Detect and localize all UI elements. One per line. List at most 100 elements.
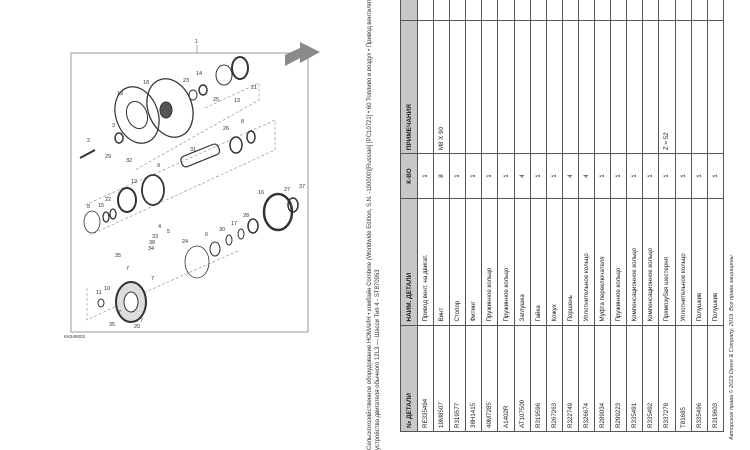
callout: 38 [149, 240, 155, 246]
cell-extra [675, 0, 692, 21]
cell-notes [691, 20, 708, 154]
cell-name: Пружинное кольцо [481, 198, 498, 326]
diagram-frame [70, 52, 309, 333]
callout: 25 [213, 97, 219, 103]
cell-part-no: R335496 [691, 325, 708, 432]
table-row[interactable]: R289034 Муфта переключателя 1 [594, 0, 611, 432]
parts-table: № ДЕТАЛИ НАИМ. ДЕТАЛИ К-ВО ПРИМЕЧАНИЯ RE… [400, 0, 724, 432]
table-row[interactable]: 38H1415 Фитинг 1 [465, 0, 482, 432]
callout: 20 [134, 324, 140, 330]
cell-name: Уплотнительное кольцо [578, 198, 595, 326]
cell-qty: 1 [626, 153, 643, 199]
table-row[interactable]: R267263 Кожух 1 [546, 0, 563, 432]
cell-qty: 1 [481, 153, 498, 199]
callout: 12 [131, 179, 137, 185]
table-row[interactable]: T81685 Уплотнительное кольцо 1 [675, 0, 692, 432]
header-part-no: № ДЕТАЛИ [400, 325, 418, 432]
callout: 31 [190, 147, 196, 153]
header-line-2: устройства двигателя обычного 12L3 — Шас… [375, 269, 381, 450]
parts-table-container: № ДЕТАЛИ НАИМ. ДЕТАЛИ К-ВО ПРИМЕЧАНИЯ RE… [400, 0, 724, 450]
callout: 33 [152, 234, 158, 240]
cell-extra [562, 0, 579, 21]
table-row[interactable]: R322749 Поршень 4 [562, 0, 579, 432]
table-row[interactable]: A1402R Пружинное кольцо 1 [497, 0, 515, 432]
callout: 23 [183, 78, 189, 84]
callout: 35 [109, 322, 115, 328]
cell-part-no: AT107509 [514, 325, 531, 432]
callout: 19 [117, 91, 123, 97]
cell-notes [626, 20, 643, 154]
cell-name: Полушкив [707, 198, 724, 326]
table-header-row: № ДЕТАЛИ НАИМ. ДЕТАЛИ К-ВО ПРИМЕЧАНИЯ [400, 0, 418, 432]
table-row[interactable]: R319596 Гайка 1 [530, 0, 547, 432]
cell-notes [497, 20, 515, 154]
cell-extra [691, 0, 708, 21]
cell-extra [610, 0, 627, 21]
table-row[interactable]: R299223 Пружинное кольцо 1 [610, 0, 627, 432]
callout: 21 [251, 85, 257, 91]
callout: 5 [167, 229, 170, 235]
cell-qty: 1 [675, 153, 692, 199]
callout: 13 [234, 98, 240, 104]
cell-name: Прямозубая шестерня [658, 198, 675, 326]
callout: 1 [195, 39, 198, 45]
cell-part-no: 38H1415 [465, 325, 482, 432]
cell-extra [594, 0, 611, 21]
cell-name: Полушкив [691, 198, 708, 326]
cell-qty: 4 [562, 153, 579, 199]
cell-qty: 1 [417, 153, 434, 199]
table-row[interactable]: R319577 Стопор 1 [449, 0, 466, 432]
cell-name: Винт [433, 198, 450, 326]
callout: 4 [158, 224, 161, 230]
cell-part-no: R322749 [562, 325, 579, 432]
header-name: НАИМ. ДЕТАЛИ [400, 198, 418, 326]
callout: 6 [205, 232, 208, 238]
callout: 8 [241, 119, 244, 125]
table-row[interactable]: RE335494 Привод вент. на двигат. 1 [417, 0, 434, 432]
table-row[interactable]: R319603 Полушкив 1 [707, 0, 724, 432]
page-header: Сельскохозяйственное оборудование НОМАЙН… [366, 0, 398, 450]
cell-notes: Z = 52 [658, 20, 675, 154]
callout: 22 [105, 197, 111, 203]
cell-name: Стопор [449, 198, 466, 326]
cell-qty: 1 [642, 153, 659, 199]
dashed-guides [84, 82, 276, 321]
cell-notes [675, 20, 692, 154]
cell-notes [481, 20, 498, 154]
callout: 2 [87, 138, 90, 144]
cell-notes: M8 X 90 [433, 20, 450, 154]
cell-extra [514, 0, 531, 21]
cell-extra [707, 0, 724, 21]
cell-part-no: 40M7285 [481, 325, 498, 432]
table-row[interactable]: R335496 Полушкив 1 [691, 0, 708, 432]
table-row[interactable]: 19M8507 Винт 8 M8 X 90 [433, 0, 450, 432]
cell-qty: 1 [658, 153, 675, 199]
cell-part-no: R319577 [449, 325, 466, 432]
cell-extra [626, 0, 643, 21]
table-row[interactable]: R337278 Прямозубая шестерня 1 Z = 52 [658, 0, 675, 432]
table-row[interactable]: R335492 Компенсационное кольцо 1 [642, 0, 659, 432]
cell-part-no: T81685 [675, 325, 692, 432]
cell-qty: 1 [465, 153, 482, 199]
direction-arrow-icon [285, 42, 320, 66]
cell-notes [594, 20, 611, 154]
table-row[interactable]: AT107509 Заглушка 4 [514, 0, 531, 432]
cell-extra [497, 0, 515, 21]
callout: 11 [96, 290, 102, 296]
cell-name: Фитинг [465, 198, 482, 326]
cell-extra [642, 0, 659, 21]
cell-part-no: R335491 [626, 325, 643, 432]
table-row[interactable]: R335491 Компенсационное кольцо 1 [626, 0, 643, 432]
cell-notes [642, 20, 659, 154]
table-row[interactable]: R326674 Уплотнительное кольцо 4 [578, 0, 595, 432]
callout: 3 [112, 123, 115, 129]
cell-part-no: RE335494 [417, 325, 434, 432]
table-row[interactable]: 40M7285 Пружинное кольцо 1 [481, 0, 498, 432]
cell-qty: 1 [497, 153, 515, 199]
callout: 32 [126, 158, 132, 164]
callout: 24 [182, 239, 188, 245]
cell-qty: 1 [594, 153, 611, 199]
header-notes: ПРИМЕЧАНИЯ [400, 20, 418, 154]
cell-qty: 1 [530, 153, 547, 199]
cell-part-no: R319596 [530, 325, 547, 432]
